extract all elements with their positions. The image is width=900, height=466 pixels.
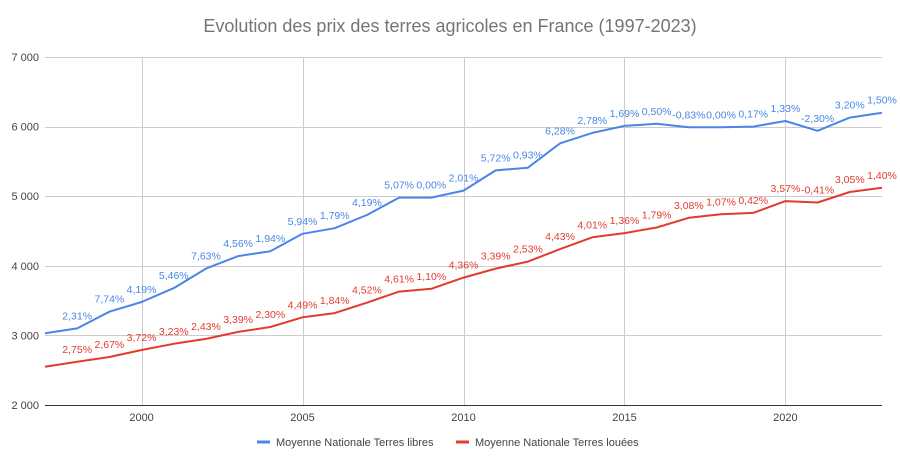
data-label: 1,79% bbox=[642, 210, 672, 222]
data-label: 2,53% bbox=[513, 244, 543, 256]
series-group bbox=[44, 111, 883, 368]
data-label: 1,84% bbox=[320, 295, 350, 307]
data-label: 7,74% bbox=[94, 294, 124, 306]
data-label: 4,36% bbox=[449, 260, 479, 272]
data-label: 0,00% bbox=[706, 109, 736, 121]
data-label: 4,56% bbox=[223, 238, 253, 250]
legend-label-1[interactable]: Moyenne Nationale Terres libres bbox=[276, 437, 434, 449]
data-label: -2,30% bbox=[801, 113, 834, 125]
x-tick-label: 2005 bbox=[290, 412, 314, 424]
data-label: 3,05% bbox=[835, 174, 865, 186]
data-label: 4,52% bbox=[352, 285, 382, 297]
axes: 2 000 3 000 4 000 5 000 6 000 7 000 2000 2005 20… bbox=[11, 52, 797, 424]
data-label: 5,46% bbox=[159, 270, 189, 282]
data-label: 1,40% bbox=[867, 170, 897, 182]
data-label: 2,30% bbox=[255, 309, 285, 321]
x-tick-label: 2010 bbox=[451, 412, 475, 424]
data-label: 1,36% bbox=[610, 215, 640, 227]
data-label: 1,79% bbox=[320, 210, 350, 222]
data-label: 1,33% bbox=[771, 103, 801, 115]
x-tick-label: 2015 bbox=[612, 412, 636, 424]
data-label: 4,19% bbox=[127, 284, 157, 296]
series-line-2 bbox=[44, 186, 883, 368]
legend-label-2[interactable]: Moyenne Nationale Terres louées bbox=[475, 437, 639, 449]
data-label: 6,28% bbox=[545, 125, 575, 137]
data-label: 3,57% bbox=[771, 183, 801, 195]
data-label: 4,49% bbox=[288, 299, 318, 311]
data-label: 5,07% bbox=[384, 180, 414, 192]
y-tick-label: 6 000 bbox=[11, 122, 39, 134]
data-label: 2,31% bbox=[62, 310, 92, 322]
x-tick-label: 2000 bbox=[129, 412, 153, 424]
data-label: 0,42% bbox=[738, 195, 768, 207]
data-label: 3,20% bbox=[835, 100, 865, 112]
data-label: 2,43% bbox=[191, 321, 221, 333]
data-label: 2,67% bbox=[94, 339, 124, 351]
data-label: 3,39% bbox=[223, 314, 253, 326]
data-label: -0,41% bbox=[801, 184, 834, 196]
y-tick-label: 3 000 bbox=[11, 330, 39, 342]
y-tick-label: 4 000 bbox=[11, 261, 39, 273]
data-label: 4,19% bbox=[352, 197, 382, 209]
data-label: 4,01% bbox=[577, 219, 607, 231]
data-label: 5,94% bbox=[288, 216, 318, 228]
y-tick-label: 7 000 bbox=[11, 52, 39, 64]
data-labels: 2,31%7,74%4,19%5,46%7,63%4,56% 1,94%5,94%… bbox=[62, 95, 897, 356]
data-label: 3,39% bbox=[481, 251, 511, 263]
grid bbox=[45, 57, 882, 406]
chart-title: Evolution des prix des terres agricoles … bbox=[203, 16, 696, 36]
data-label: 1,50% bbox=[867, 95, 897, 107]
data-label: 1,69% bbox=[610, 108, 640, 120]
x-tick-label: 2020 bbox=[773, 412, 797, 424]
y-tick-label: 5 000 bbox=[11, 191, 39, 203]
data-label: 4,43% bbox=[545, 231, 575, 243]
data-label: 0,00% bbox=[416, 180, 446, 192]
data-label: 2,75% bbox=[62, 344, 92, 356]
data-label: 7,63% bbox=[191, 251, 221, 263]
data-label: 0,17% bbox=[738, 109, 768, 121]
data-label: 0,50% bbox=[642, 106, 672, 118]
data-label: -0,83% bbox=[672, 109, 705, 121]
data-label: 4,61% bbox=[384, 274, 414, 286]
data-label: 1,10% bbox=[416, 271, 446, 283]
data-label: 2,01% bbox=[449, 173, 479, 185]
data-label: 3,23% bbox=[159, 326, 189, 338]
data-label: 3,08% bbox=[674, 200, 704, 212]
legend[interactable]: Moyenne Nationale Terres libres Moyenne N… bbox=[257, 437, 639, 449]
data-label: 1,07% bbox=[706, 196, 736, 208]
data-label: 0,93% bbox=[513, 150, 543, 162]
data-label: 2,78% bbox=[577, 115, 607, 127]
data-label: 5,72% bbox=[481, 152, 511, 164]
series-line-1 bbox=[44, 111, 883, 335]
data-label: 1,94% bbox=[255, 233, 285, 245]
data-label: 3,72% bbox=[127, 332, 157, 344]
y-tick-label: 2 000 bbox=[11, 400, 39, 412]
